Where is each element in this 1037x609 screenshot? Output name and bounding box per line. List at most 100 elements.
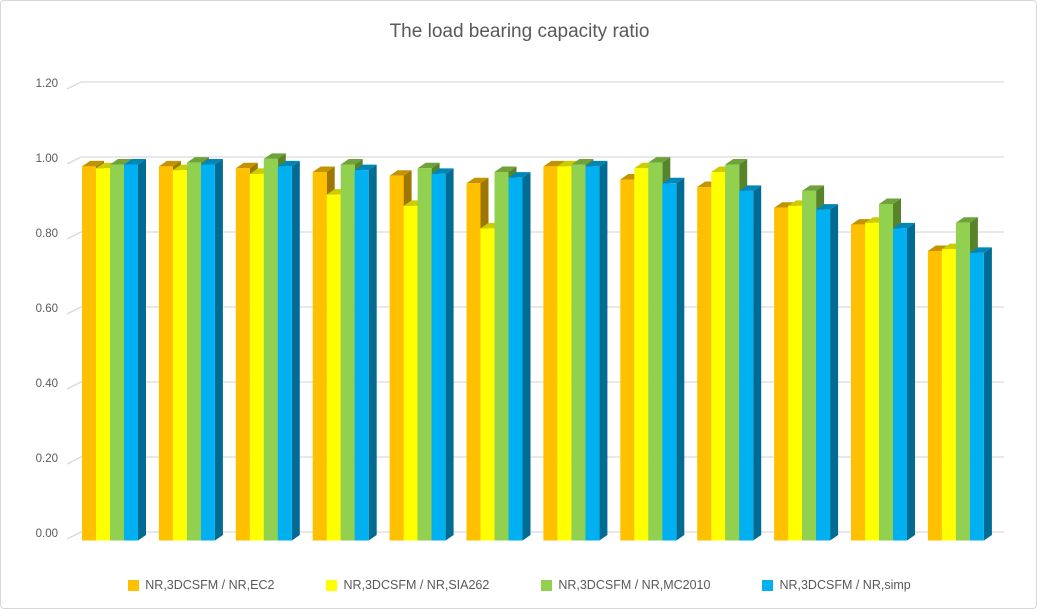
bar-side-face (983, 247, 992, 541)
bar-top-face (186, 157, 209, 163)
bar[interactable] (96, 168, 110, 541)
bar-top-face (263, 153, 286, 159)
bar-top-face (277, 160, 300, 167)
bar-side-face (368, 164, 377, 541)
bar[interactable] (249, 173, 264, 541)
y-tick-label: 1.20 (35, 77, 58, 90)
bar[interactable] (851, 224, 865, 541)
bar[interactable] (571, 164, 586, 541)
axis-depth-tick (66, 81, 82, 90)
bar[interactable] (277, 166, 292, 541)
bar[interactable] (648, 162, 663, 541)
y-tick-label: 1.00 (35, 152, 58, 165)
bar-top-face (774, 202, 797, 208)
bar[interactable] (82, 166, 96, 541)
bar-side-face (753, 185, 762, 541)
series-swatch-simp (762, 579, 774, 591)
bar-side-face (138, 159, 146, 541)
bar[interactable] (340, 164, 355, 541)
y-tick-label: 0.80 (35, 227, 58, 240)
bar-top-face (494, 166, 517, 173)
bar[interactable] (417, 168, 432, 541)
bar-top-face (158, 160, 181, 167)
axis-depth-tick (66, 156, 82, 165)
bar[interactable] (802, 190, 817, 541)
bar[interactable] (879, 203, 893, 541)
bar[interactable] (172, 170, 187, 541)
bar[interactable] (508, 177, 523, 541)
bar[interactable] (927, 250, 942, 541)
bar[interactable] (466, 183, 481, 541)
bar-top-face (543, 160, 566, 167)
bar[interactable] (200, 164, 215, 541)
series-swatch-sia262 (326, 579, 338, 591)
bar[interactable] (865, 222, 879, 541)
legend-label-simp: NR,3DCSFM / NR,simp (779, 578, 911, 592)
bar[interactable] (662, 183, 677, 541)
bar-top-face (354, 164, 377, 171)
bar[interactable] (969, 252, 984, 541)
bar[interactable] (725, 164, 740, 541)
bar-top-face (893, 222, 915, 229)
legend-item-ec2[interactable]: NR,3DCSFM / NR,EC2 (128, 578, 274, 592)
bar[interactable] (326, 194, 341, 541)
bar[interactable] (893, 228, 907, 541)
bar-top-face (557, 160, 580, 167)
bar-top-face (508, 172, 531, 178)
axis-depth-tick (66, 306, 82, 315)
bar[interactable] (941, 249, 956, 541)
bar[interactable] (634, 168, 649, 541)
bar[interactable] (480, 228, 495, 541)
bar[interactable] (124, 164, 138, 541)
bar[interactable] (110, 164, 124, 541)
bar[interactable] (788, 205, 803, 541)
bar[interactable] (431, 173, 446, 541)
bar[interactable] (620, 179, 635, 541)
chart-title: The load bearing capacity ratio (389, 21, 650, 42)
legend-label-mc2010: NR,3DCSFM / NR,MC2010 (558, 578, 711, 592)
bar[interactable] (774, 207, 789, 541)
bar[interactable] (403, 205, 418, 541)
bar-side-face (522, 172, 531, 541)
y-tick-label: 0.40 (35, 377, 58, 390)
bar-top-face (431, 168, 454, 174)
bar[interactable] (955, 222, 970, 541)
bar-top-face (927, 245, 950, 251)
bar[interactable] (739, 190, 754, 541)
bar-top-face (955, 217, 978, 223)
bar[interactable] (711, 172, 726, 541)
bar[interactable] (585, 166, 600, 541)
bar[interactable] (186, 162, 201, 541)
bar[interactable] (494, 172, 509, 541)
bar-top-face (725, 159, 748, 165)
bar-side-face (214, 159, 223, 541)
bar[interactable] (354, 170, 369, 541)
y-tick-label: 0.20 (35, 452, 58, 465)
axis-depth-tick (66, 231, 82, 240)
bar-side-face (291, 160, 300, 541)
bar-top-face (312, 166, 335, 173)
bar-side-face (907, 222, 915, 541)
legend-item-simp[interactable]: NR,3DCSFM / NR,simp (762, 578, 911, 592)
bar[interactable] (697, 187, 712, 541)
series-swatch-mc2010 (541, 579, 553, 591)
y-tick-label: 0.60 (35, 302, 58, 315)
bar[interactable] (263, 158, 278, 541)
bar-side-face (676, 177, 685, 541)
bar[interactable] (312, 172, 327, 541)
legend-item-sia262[interactable]: NR,3DCSFM / NR,SIA262 (326, 578, 489, 592)
bar[interactable] (158, 166, 173, 541)
legend-item-mc2010[interactable]: NR,3DCSFM / NR,MC2010 (541, 578, 710, 592)
bar[interactable] (235, 168, 250, 541)
bar-top-face (466, 177, 489, 184)
series-swatch-ec2 (128, 579, 140, 591)
bar-top-face (571, 159, 594, 165)
axis-depth-tick (66, 456, 82, 465)
bar[interactable] (543, 166, 558, 541)
legend-label-ec2: NR,3DCSFM / NR,EC2 (145, 578, 275, 592)
bar[interactable] (816, 209, 831, 541)
bar-top-face (200, 159, 223, 165)
bar[interactable] (557, 166, 572, 541)
bar[interactable] (389, 175, 404, 541)
